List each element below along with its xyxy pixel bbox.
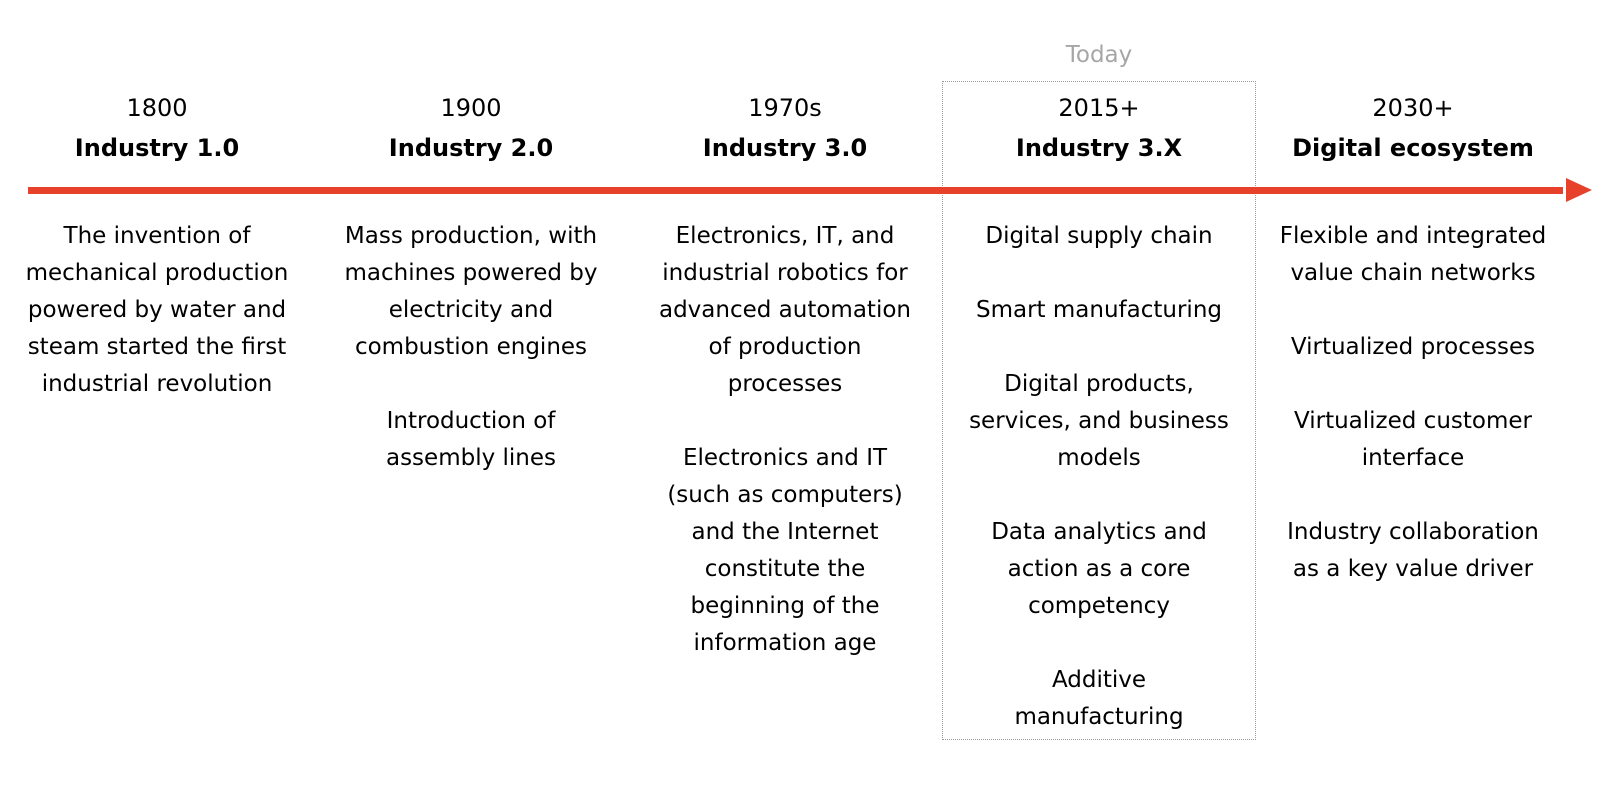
era-name: Industry 2.0 bbox=[388, 134, 554, 162]
timeline-arrow bbox=[28, 178, 1592, 202]
era-name: Industry 3.X bbox=[1015, 134, 1183, 162]
era-item: Introduction of assembly lines bbox=[385, 408, 557, 471]
today-label: Today bbox=[1065, 42, 1133, 68]
era-item: Industry collaboration as a key value dr… bbox=[1287, 519, 1539, 582]
era-item: Virtualized processes bbox=[1290, 334, 1536, 360]
era-description-1: The invention of mechanical production p… bbox=[0, 218, 314, 403]
era-item: The invention of mechanical production p… bbox=[25, 223, 289, 397]
era-item: Electronics and IT (such as computers) a… bbox=[667, 445, 903, 656]
era-header-1: 1800 Industry 1.0 bbox=[0, 88, 314, 168]
era-name: Digital ecosystem bbox=[1292, 134, 1534, 162]
era-year: 1970s bbox=[748, 94, 822, 122]
era-item: Smart manufacturing bbox=[976, 297, 1222, 323]
era-header-4: 2015+ Industry 3.X bbox=[942, 88, 1256, 168]
era-year: 1800 bbox=[126, 94, 188, 122]
arrow-head-icon bbox=[1566, 178, 1592, 202]
era-item: Mass production, with machines powered b… bbox=[344, 223, 598, 360]
era-year: 2030+ bbox=[1372, 94, 1454, 122]
era-header-2: 1900 Industry 2.0 bbox=[314, 88, 628, 168]
era-item: Virtualized customer interface bbox=[1294, 408, 1532, 471]
era-name: Industry 3.0 bbox=[702, 134, 868, 162]
era-item: Data analytics and action as a core comp… bbox=[991, 519, 1207, 619]
era-header-3: 1970s Industry 3.0 bbox=[628, 88, 942, 168]
era-year: 2015+ bbox=[1058, 94, 1140, 122]
era-description-5: Flexible and integrated value chain netw… bbox=[1256, 218, 1570, 588]
timeline-line bbox=[28, 187, 1563, 194]
era-year: 1900 bbox=[440, 94, 502, 122]
era-item: Additive manufacturing bbox=[1014, 667, 1184, 730]
era-description-4: Digital supply chain Smart manufacturing… bbox=[942, 218, 1256, 736]
era-description-3: Electronics, IT, and industrial robotics… bbox=[628, 218, 942, 662]
era-header-5: 2030+ Digital ecosystem bbox=[1256, 88, 1570, 168]
era-name: Industry 1.0 bbox=[74, 134, 240, 162]
era-description-2: Mass production, with machines powered b… bbox=[314, 218, 628, 477]
today-highlight-box bbox=[942, 81, 1256, 740]
era-item: Digital supply chain bbox=[985, 223, 1213, 249]
era-item: Electronics, IT, and industrial robotics… bbox=[658, 223, 911, 397]
era-item: Digital products, services, and business… bbox=[969, 371, 1229, 471]
era-item: Flexible and integrated value chain netw… bbox=[1279, 223, 1547, 286]
